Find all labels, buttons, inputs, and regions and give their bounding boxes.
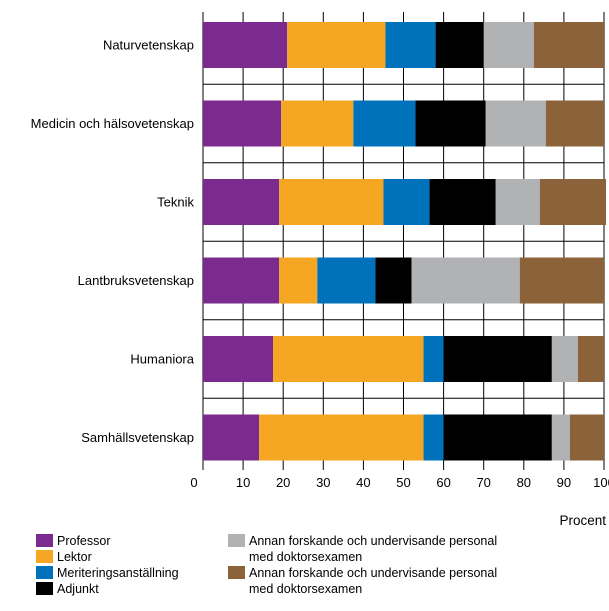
x-tick-80: 80	[517, 475, 531, 490]
bar-lantbruksvetenskap-series-6	[519, 257, 604, 304]
x-tick-0: 0	[190, 475, 197, 490]
bar-humaniora-series-4	[443, 336, 552, 382]
bar-teknik-series-3	[383, 179, 430, 225]
bar-medicin-och-halsovetenskap-series-4	[415, 100, 486, 147]
legend-label-lektor: Lektor	[57, 550, 92, 564]
bar-teknik-series-6	[539, 179, 607, 225]
bar-lantbruksvetenskap-series-1	[203, 257, 280, 304]
category-label-humaniora: Humaniora	[130, 352, 194, 367]
legend-swatch-professor	[36, 534, 53, 547]
bar-naturvetenskap-series-4	[435, 22, 484, 68]
bar-naturvetenskap-series-6	[533, 22, 604, 68]
bar-medicin-och-halsovetenskap-series-6	[545, 100, 604, 147]
bar-naturvetenskap-series-2	[287, 22, 386, 68]
bar-teknik-series-1	[203, 179, 280, 225]
bar-teknik-series-2	[279, 179, 384, 225]
bar-naturvetenskap-series-5	[483, 22, 534, 68]
bar-lantbruksvetenskap-series-4	[375, 257, 412, 304]
bar-samhallsvetenskap-series-2	[259, 414, 424, 461]
bar-medicin-och-halsovetenskap-series-5	[485, 100, 546, 147]
x-tick-70: 70	[476, 475, 490, 490]
category-label-teknik: Teknik	[157, 195, 194, 210]
legend-column-1: Professor Lektor Meriteringsanställning …	[36, 533, 179, 597]
legend-swatch-annan-gray	[228, 534, 245, 547]
category-label-samhallsvetenskap: Samhällsvetenskap	[81, 430, 194, 445]
bar-humaniora-series-5	[551, 336, 578, 382]
x-tick-10: 10	[236, 475, 250, 490]
x-tick-90: 90	[557, 475, 571, 490]
bar-humaniora-series-1	[203, 336, 274, 382]
legend-swatch-meriteringsanstallning	[36, 566, 53, 579]
legend-item-lektor: Lektor	[36, 549, 179, 565]
x-tick-labels: 0 10 20 30 40 50 60 70 80 90 100	[190, 475, 609, 490]
x-tick-50: 50	[396, 475, 410, 490]
x-tick-30: 30	[316, 475, 330, 490]
x-axis-label: Procent	[559, 513, 606, 528]
bar-samhallsvetenskap-series-6	[569, 414, 604, 461]
legend-label-professor: Professor	[57, 534, 111, 548]
legend-item-adjunkt: Adjunkt	[36, 581, 179, 597]
bar-samhallsvetenskap-series-3	[423, 414, 444, 461]
legend-label-annan-brown: Annan forskande och undervisande persona…	[249, 566, 498, 596]
x-tick-40: 40	[356, 475, 370, 490]
stacked-bar-chart: Naturvetenskap Medicin och hälsovetenskap…	[31, 12, 609, 490]
bar-naturvetenskap-series-3	[385, 22, 436, 68]
bar-medicin-och-halsovetenskap-series-2	[281, 100, 354, 147]
legend-label-adjunkt: Adjunkt	[57, 582, 99, 596]
bar-samhallsvetenskap-series-5	[551, 414, 570, 461]
bar-samhallsvetenskap-series-1	[203, 414, 260, 461]
legend-item-meriteringsanstallning: Meriteringsanställning	[36, 565, 179, 581]
legend-item-annan-gray: Annan forskande och undervisande persona…	[228, 533, 509, 565]
legend-label-meriteringsanstallning: Meriteringsanställning	[57, 566, 179, 580]
bar-humaniora-series-3	[423, 336, 444, 382]
bars-layer	[203, 22, 607, 461]
bar-medicin-och-halsovetenskap-series-3	[353, 100, 416, 147]
bar-lantbruksvetenskap-series-5	[411, 257, 520, 304]
category-label-naturvetenskap: Naturvetenskap	[103, 38, 194, 53]
bar-humaniora-series-6	[577, 336, 604, 382]
x-tick-60: 60	[436, 475, 450, 490]
bar-humaniora-series-2	[273, 336, 424, 382]
legend-swatch-annan-brown	[228, 566, 245, 579]
legend-swatch-adjunkt	[36, 582, 53, 595]
category-label-lantbruksvetenskap: Lantbruksvetenskap	[78, 273, 194, 288]
bar-teknik-series-4	[429, 179, 496, 225]
legend-item-professor: Professor	[36, 533, 179, 549]
legend-label-annan-gray: Annan forskande och undervisande persona…	[249, 534, 498, 564]
category-label-medicin-och-halsovetenskap: Medicin och hälsovetenskap	[31, 116, 194, 131]
legend-item-annan-brown: Annan forskande och undervisande persona…	[228, 565, 509, 597]
bar-lantbruksvetenskap-series-2	[279, 257, 318, 304]
category-labels: Naturvetenskap Medicin och hälsovetenskap…	[31, 38, 195, 446]
bar-samhallsvetenskap-series-4	[443, 414, 552, 461]
legend-column-2: Annan forskande och undervisande persona…	[228, 533, 509, 597]
x-tick-100: 100	[593, 475, 609, 490]
grid-layer	[202, 12, 605, 470]
bar-naturvetenskap-series-1	[203, 22, 288, 68]
bar-lantbruksvetenskap-series-3	[317, 257, 376, 304]
bar-teknik-series-5	[495, 179, 540, 225]
x-tick-20: 20	[276, 475, 290, 490]
bar-medicin-och-halsovetenskap-series-1	[203, 100, 282, 147]
legend-swatch-lektor	[36, 550, 53, 563]
